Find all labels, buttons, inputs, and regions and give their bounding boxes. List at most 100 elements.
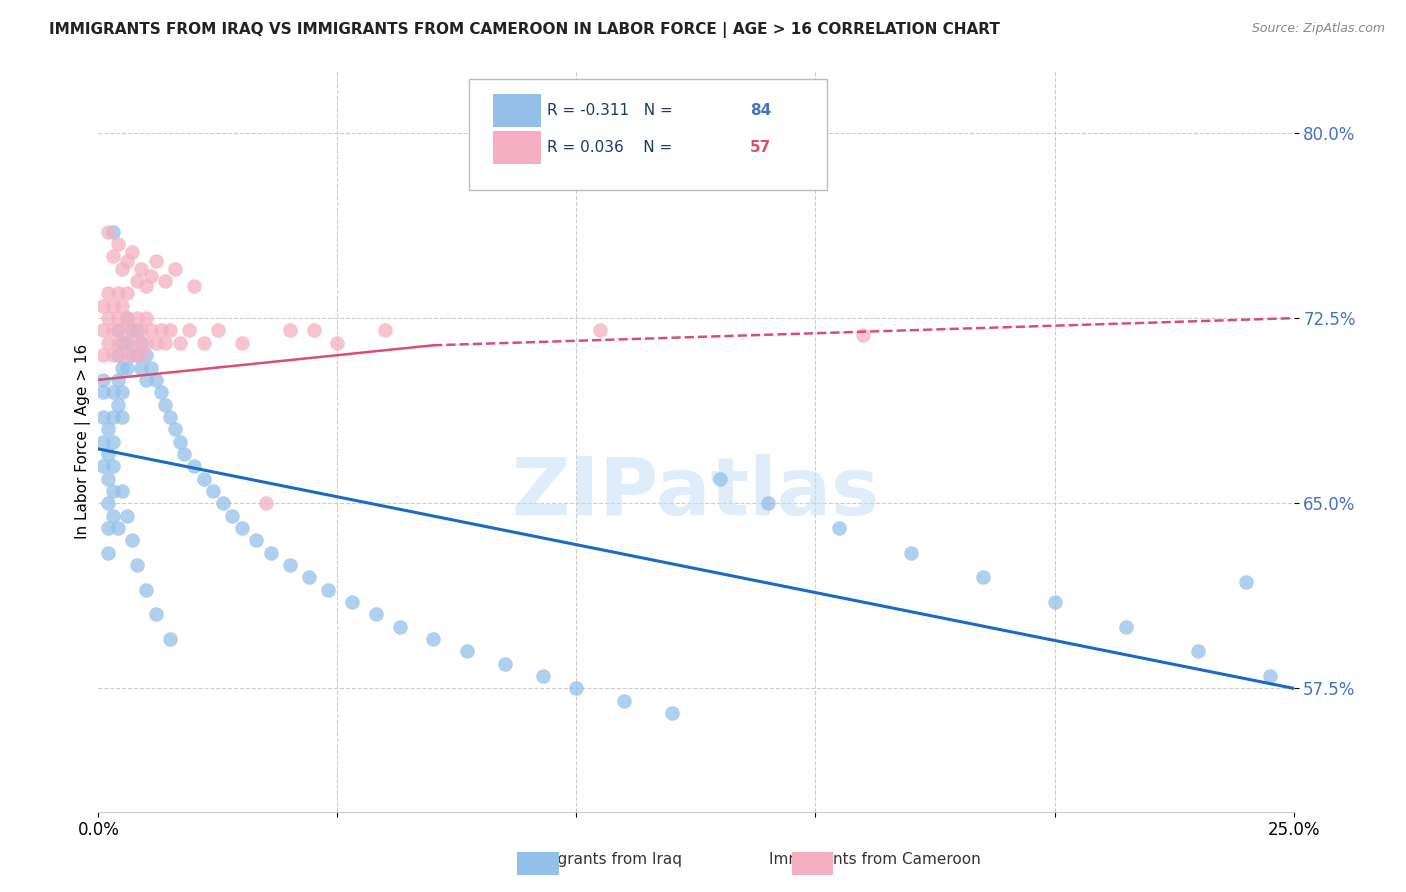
Point xyxy=(101,385,124,400)
Point xyxy=(125,311,148,326)
Text: R = 0.036    N =: R = 0.036 N = xyxy=(547,140,676,155)
Point xyxy=(107,398,129,412)
Point xyxy=(139,324,162,338)
Text: IMMIGRANTS FROM IRAQ VS IMMIGRANTS FROM CAMEROON IN LABOR FORCE | AGE > 16 CORRE: IMMIGRANTS FROM IRAQ VS IMMIGRANTS FROM … xyxy=(49,22,1000,38)
Point xyxy=(121,324,143,338)
Point xyxy=(145,335,167,350)
Point xyxy=(661,706,683,720)
Point xyxy=(149,324,172,338)
Point xyxy=(589,324,612,338)
Point xyxy=(494,657,516,671)
Text: Immigrants from Cameroon: Immigrants from Cameroon xyxy=(769,852,981,866)
Point xyxy=(163,261,186,276)
Point xyxy=(115,311,138,326)
Point xyxy=(531,669,554,683)
Point xyxy=(107,373,129,387)
Point xyxy=(1258,669,1281,683)
Point xyxy=(111,348,134,362)
Point xyxy=(231,521,253,535)
Point xyxy=(131,335,153,350)
Point xyxy=(101,249,124,263)
Point xyxy=(115,335,138,350)
Point xyxy=(121,348,143,362)
Point xyxy=(91,373,114,387)
Point xyxy=(245,533,267,548)
Point xyxy=(145,373,167,387)
Point xyxy=(1115,620,1137,634)
Point xyxy=(211,496,233,510)
Point xyxy=(135,373,157,387)
Bar xyxy=(494,94,541,127)
Point xyxy=(107,324,129,338)
Point xyxy=(97,311,120,326)
Point xyxy=(111,261,134,276)
Point xyxy=(131,360,153,375)
Point xyxy=(111,335,134,350)
Text: ZIPatlas: ZIPatlas xyxy=(512,454,880,533)
Point xyxy=(1043,595,1066,609)
Point xyxy=(125,274,148,288)
Point xyxy=(91,409,114,424)
Point xyxy=(107,237,129,252)
Point xyxy=(115,286,138,301)
Point xyxy=(125,335,148,350)
Point xyxy=(202,483,225,498)
Point xyxy=(316,582,339,597)
Point xyxy=(145,607,167,622)
Point xyxy=(111,483,134,498)
Point xyxy=(101,225,124,239)
Point xyxy=(115,508,138,523)
Y-axis label: In Labor Force | Age > 16: In Labor Force | Age > 16 xyxy=(76,344,91,539)
Point xyxy=(91,348,114,362)
Bar xyxy=(494,130,541,164)
Point xyxy=(131,348,153,362)
Point xyxy=(145,254,167,268)
Point xyxy=(111,324,134,338)
Point xyxy=(125,558,148,572)
Point xyxy=(101,409,124,424)
Point xyxy=(97,546,120,560)
Point xyxy=(756,496,779,510)
Point xyxy=(972,570,994,584)
Point xyxy=(131,324,153,338)
Point xyxy=(91,434,114,449)
Point xyxy=(163,422,186,436)
Point xyxy=(97,225,120,239)
Point xyxy=(101,434,124,449)
Point xyxy=(709,471,731,485)
Point xyxy=(115,254,138,268)
Point xyxy=(193,471,215,485)
Point xyxy=(121,348,143,362)
Point xyxy=(125,324,148,338)
Point xyxy=(259,546,281,560)
Point xyxy=(115,360,138,375)
Point xyxy=(456,644,478,658)
Point xyxy=(159,632,181,646)
Text: Immigrants from Iraq: Immigrants from Iraq xyxy=(519,852,682,866)
Point xyxy=(135,582,157,597)
Point xyxy=(340,595,363,609)
Point xyxy=(111,299,134,313)
Point xyxy=(107,286,129,301)
Point xyxy=(121,533,143,548)
Bar xyxy=(792,853,834,875)
Point xyxy=(121,244,143,259)
Point xyxy=(278,558,301,572)
Point xyxy=(101,508,124,523)
Point xyxy=(298,570,321,584)
Point xyxy=(207,324,229,338)
Point xyxy=(900,546,922,560)
Point xyxy=(135,311,157,326)
Text: 84: 84 xyxy=(749,103,770,118)
Point xyxy=(101,299,124,313)
Point xyxy=(193,335,215,350)
Text: R = -0.311   N =: R = -0.311 N = xyxy=(547,103,678,118)
Point xyxy=(101,348,124,362)
Point xyxy=(101,324,124,338)
Point xyxy=(91,324,114,338)
Point xyxy=(149,385,172,400)
Point xyxy=(135,348,157,362)
Point xyxy=(91,459,114,474)
Point xyxy=(101,459,124,474)
Point xyxy=(1187,644,1209,658)
